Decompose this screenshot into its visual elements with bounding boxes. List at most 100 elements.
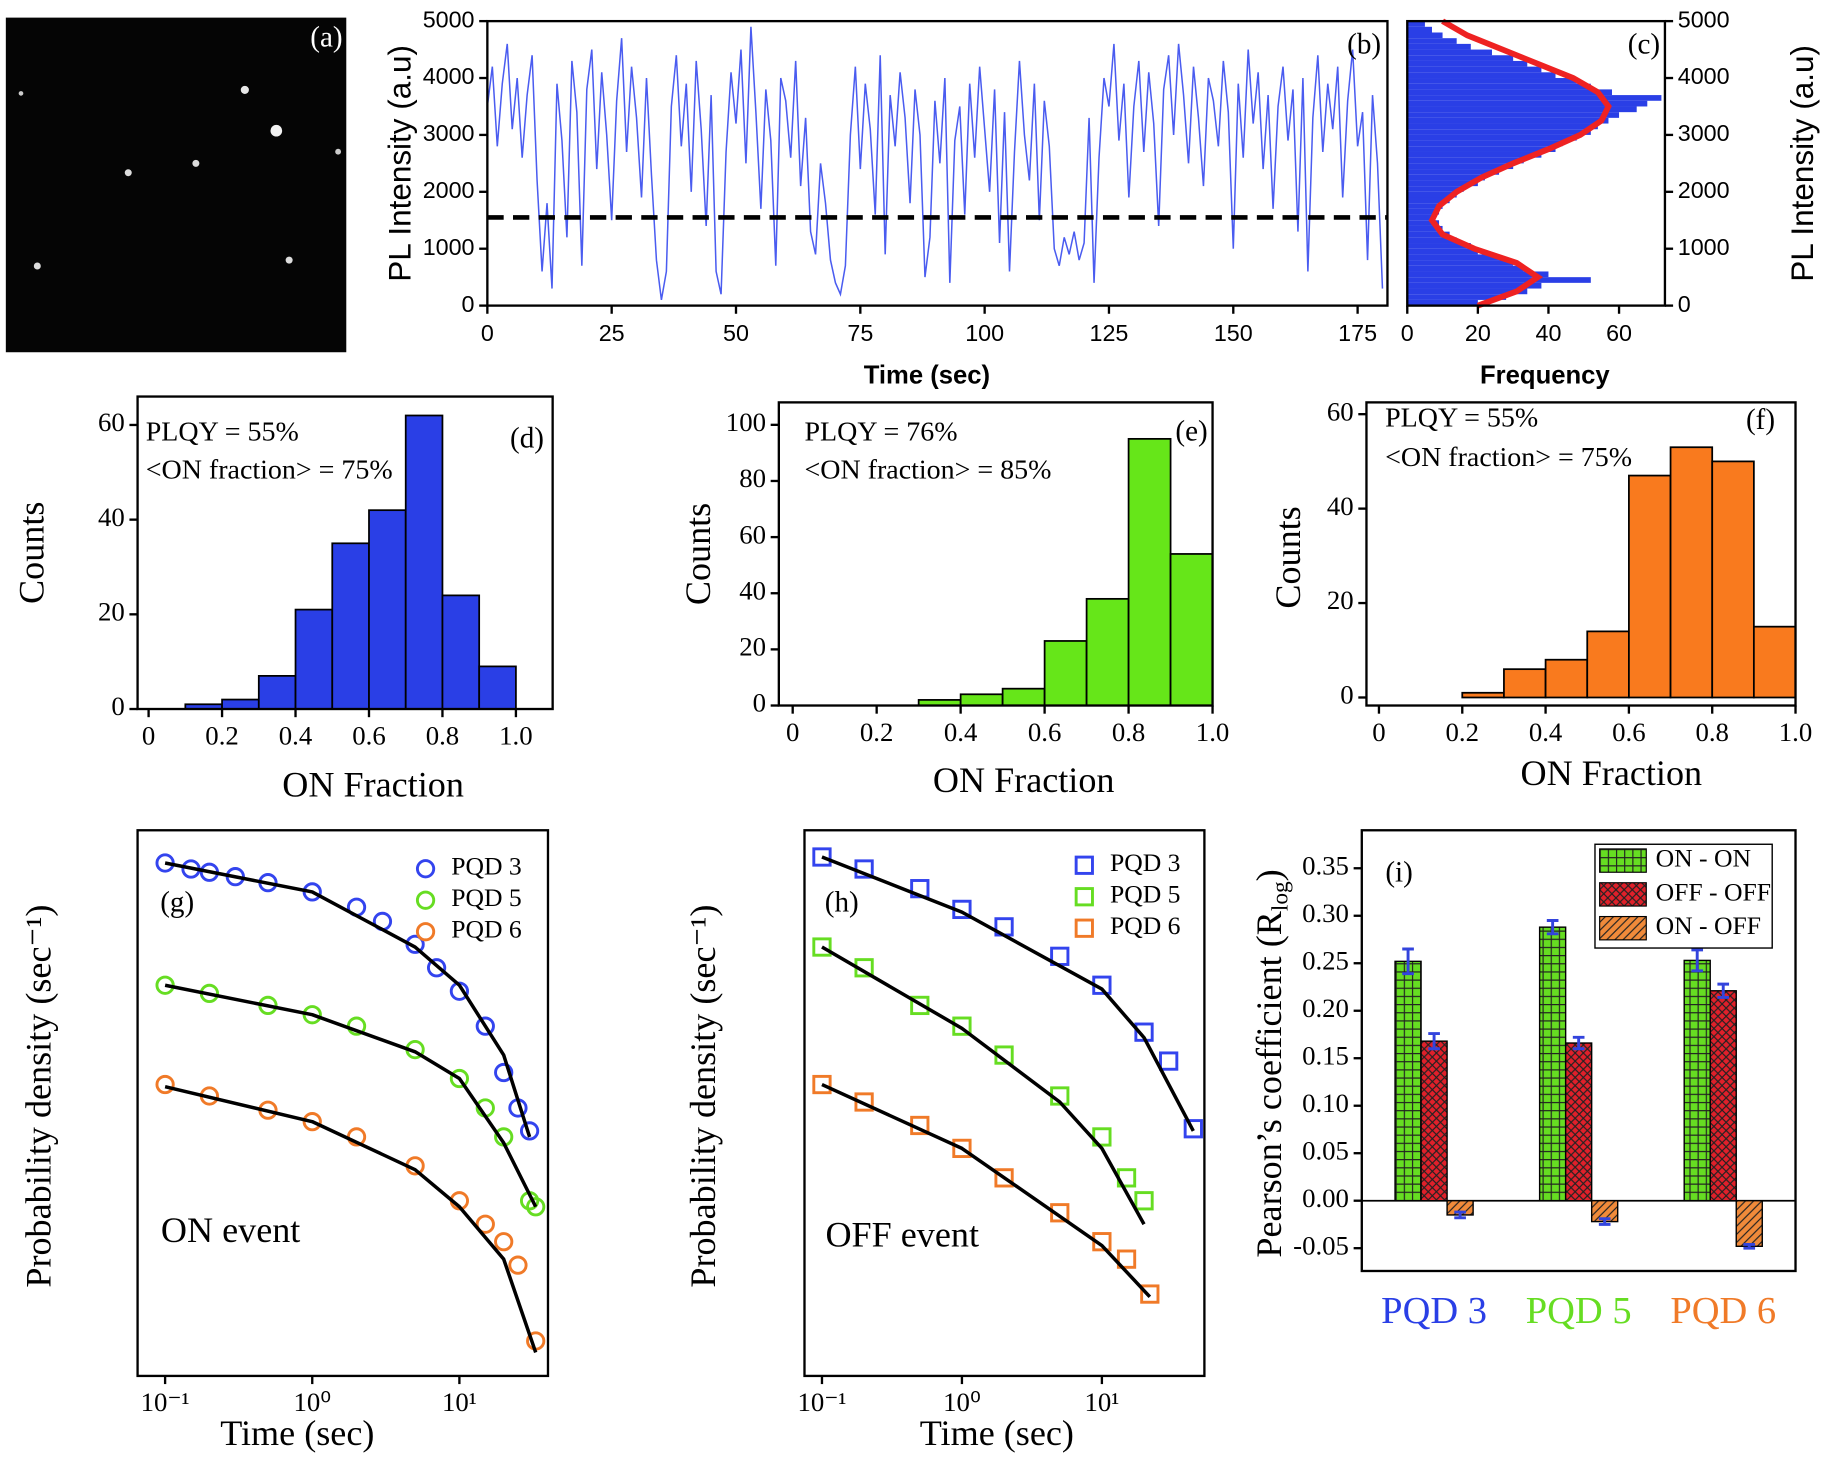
histogram-bar [1407,106,1637,113]
bar [1735,1200,1763,1247]
fit-curve [164,861,532,1138]
y-tick-label: 0 [462,291,475,317]
annotation: PLQY = 55% [1385,402,1538,433]
marker [519,1121,540,1141]
histogram-bar [1085,597,1130,707]
x-tick-label: 1.0 [1196,717,1230,747]
error-bar [1428,1032,1440,1051]
error-bar [1717,982,1730,999]
y-axis-label: PL Intensity (a.u) [383,45,418,282]
histogram-bar [1407,231,1450,238]
y-tick-label: 0.35 [1302,850,1349,880]
error-bar [1598,1217,1611,1226]
histogram-bar [1407,117,1609,124]
histogram-bar [1407,49,1492,56]
fit-curve [821,855,1195,1132]
histogram-bar [1407,112,1620,118]
y-tick-label: 0.10 [1302,1088,1349,1118]
marker [475,1016,495,1036]
histogram-bar [1407,21,1425,27]
histogram-bar [1407,186,1464,192]
histogram-bar [1407,151,1542,158]
legend-label: ON - OFF [1656,911,1761,940]
plot-frame [1365,401,1797,707]
histogram-bar [404,414,444,710]
legend-marker [415,890,436,910]
legend-marker [1074,855,1094,875]
histogram-bar [257,675,297,710]
annotation: PLQY = 55% [146,416,299,447]
histogram-bar [1407,203,1443,209]
panel-label: (i) [1385,856,1413,888]
panel-label: (a) [310,21,342,53]
legend-swatch [1599,915,1647,941]
x-tick-label: 0 [1401,320,1414,346]
bar [1394,960,1422,1202]
y-tick-label: 0.20 [1302,993,1349,1023]
y-tick-label: 20 [1327,585,1354,615]
x-tick-label: 0.6 [1612,717,1646,747]
histogram-bar [1407,60,1528,67]
y-tick-label: 0.05 [1302,1135,1349,1165]
histogram-bar [1669,446,1714,699]
emitter-spot [285,256,293,264]
legend-marker [1074,918,1094,938]
histogram-bar [1407,66,1542,73]
emitter-spot [192,159,200,167]
panel-label: (g) [160,887,194,919]
y-tick-label: 5000 [423,6,475,32]
plot-frame [1406,19,1667,307]
legend-marker [1074,887,1094,907]
y-tick-label: 0 [1340,680,1353,710]
annotation: <ON fraction> = 75% [1385,442,1632,473]
y-tick-label: 0 [753,688,766,718]
x-axis-label: Frequency [1480,362,1610,390]
histogram-bar [1407,26,1432,33]
histogram-bar [1043,640,1088,707]
y-axis-label-subscript: log [1268,881,1294,911]
x-axis-label: ON Fraction [1520,753,1702,793]
error-bar [1402,947,1414,976]
x-tick-label: 10⁻¹ [797,1387,846,1417]
bar [1709,990,1737,1202]
histogram-bar [221,698,260,710]
y-tick-label: 5000 [1678,6,1730,32]
x-axis-label: Time (sec) [864,362,990,390]
x-axis-label: ON Fraction [933,760,1115,800]
error-bar [1743,1242,1756,1250]
histogram-bar [1407,260,1514,266]
y-axis-label: Counts [678,503,718,605]
x-tick-label: 100 [965,320,1004,346]
marker [1050,1203,1070,1223]
y-tick-label: 3000 [423,120,475,146]
x-tick-label: 1.0 [1779,717,1813,747]
y-axis-label-tail: ) [1249,869,1289,881]
marker [1134,1191,1154,1211]
x-tick-label: 10⁰ [943,1387,981,1417]
histogram-bar [1407,191,1457,198]
y-tick-label: 3000 [1678,120,1730,146]
y-tick-label: 60 [98,407,125,437]
histogram-bar [1407,72,1556,79]
marker [494,1232,514,1252]
y-tick-label: 80 [739,463,766,493]
y-axis-label: Counts [11,502,51,604]
y-tick-label: 40 [98,502,125,532]
y-axis-label: PL Intensity (a.u) [1785,45,1820,282]
histogram-bar [1407,55,1514,61]
histogram-bar [1407,277,1591,283]
bar [1420,1040,1448,1202]
y-tick-label: 4000 [423,63,475,89]
y-axis-label: Probability density (sec⁻¹) [18,905,58,1288]
legend-swatch [1599,882,1647,907]
x-tick-label: 0.2 [1446,717,1480,747]
histogram-bar [1752,625,1797,699]
bar [1538,926,1567,1202]
emitter-spot [18,91,24,96]
marker [910,995,930,1016]
x-tick-label: 20 [1465,320,1491,346]
histogram-bar [1628,474,1672,699]
histogram-bar [1586,630,1630,699]
category-label: PQD 3 [1381,1290,1487,1332]
